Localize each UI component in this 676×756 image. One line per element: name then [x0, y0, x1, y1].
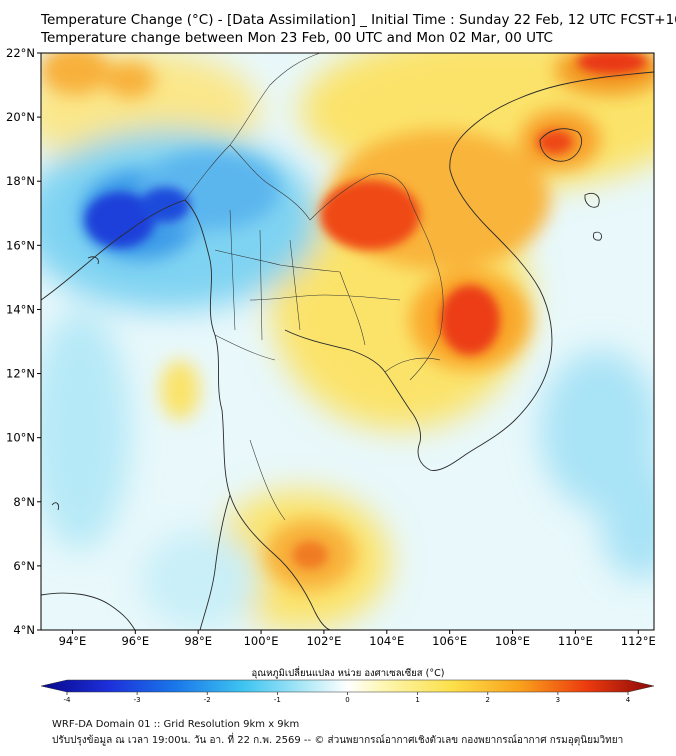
lon-tick-label: 94°E	[59, 634, 87, 648]
lat-tick-label: 10°N	[6, 431, 35, 445]
latitude-axis: 22°N 20°N 18°N 16°N 14°N 12°N 10°N 8°N 6°N 4°N	[6, 46, 41, 637]
colorbar-tick-label: 3	[556, 696, 560, 704]
footer-model-info: WRF-DA Domain 01 :: Grid Resolution 9km …	[52, 719, 300, 730]
lat-tick-label: 22°N	[6, 46, 35, 60]
coastlines	[41, 71, 654, 630]
colorbar-tick-label: 0	[345, 696, 349, 704]
lat-tick-label: 12°N	[6, 367, 35, 381]
colorbar-tick-label: -4	[64, 696, 72, 704]
lon-tick-label: 106°E	[432, 634, 467, 648]
lat-tick-label: 14°N	[6, 302, 35, 316]
map-title-line1: Temperature Change (°C) - [Data Assimila…	[41, 12, 676, 28]
footer-credit: ปรับปรุงข้อมูล ณ เวลา 19:00น. วัน อา. ที…	[52, 735, 624, 746]
plot-frame	[40, 52, 655, 631]
colorbar-tick-label: 1	[415, 696, 419, 704]
lat-tick-label: 8°N	[13, 495, 35, 509]
colorbar-tick-label: 4	[626, 696, 631, 704]
longitude-axis: 94°E 96°E 98°E 100°E 102°E 104°E 106°E 108°E 110…	[59, 630, 656, 648]
lon-tick-label: 108°E	[495, 634, 530, 648]
map-title-line2: Temperature change between Mon 23 Feb, 0…	[41, 30, 553, 46]
lon-tick-label: 112°E	[621, 634, 656, 648]
lon-tick-label: 98°E	[184, 634, 212, 648]
temperature-field	[41, 53, 654, 630]
colorbar-tick-label: 2	[486, 696, 490, 704]
lat-tick-label: 18°N	[6, 174, 35, 188]
colorbar	[40, 679, 655, 693]
lon-tick-label: 104°E	[369, 634, 404, 648]
colorbar-tick-label: -3	[134, 696, 141, 704]
admin-borders	[184, 53, 444, 521]
colorbar-ticks: -4 -3 -2 -1 0 1 2 3 4	[64, 692, 631, 704]
lon-tick-label: 100°E	[244, 634, 279, 648]
lon-tick-label: 96°E	[121, 634, 149, 648]
colorbar-tick-label: -2	[204, 696, 211, 704]
colorbar-tick-label: -1	[274, 696, 281, 704]
lat-tick-label: 4°N	[13, 623, 35, 637]
lon-tick-label: 102°E	[306, 634, 341, 648]
lat-tick-label: 6°N	[13, 559, 35, 573]
lat-tick-label: 20°N	[6, 110, 35, 124]
lon-tick-label: 110°E	[558, 634, 593, 648]
lat-tick-label: 16°N	[6, 238, 35, 252]
colorbar-label: อุณหภูมิเปลี่ยนแปลง หน่วย องศาเซลเซียส (…	[252, 666, 445, 679]
